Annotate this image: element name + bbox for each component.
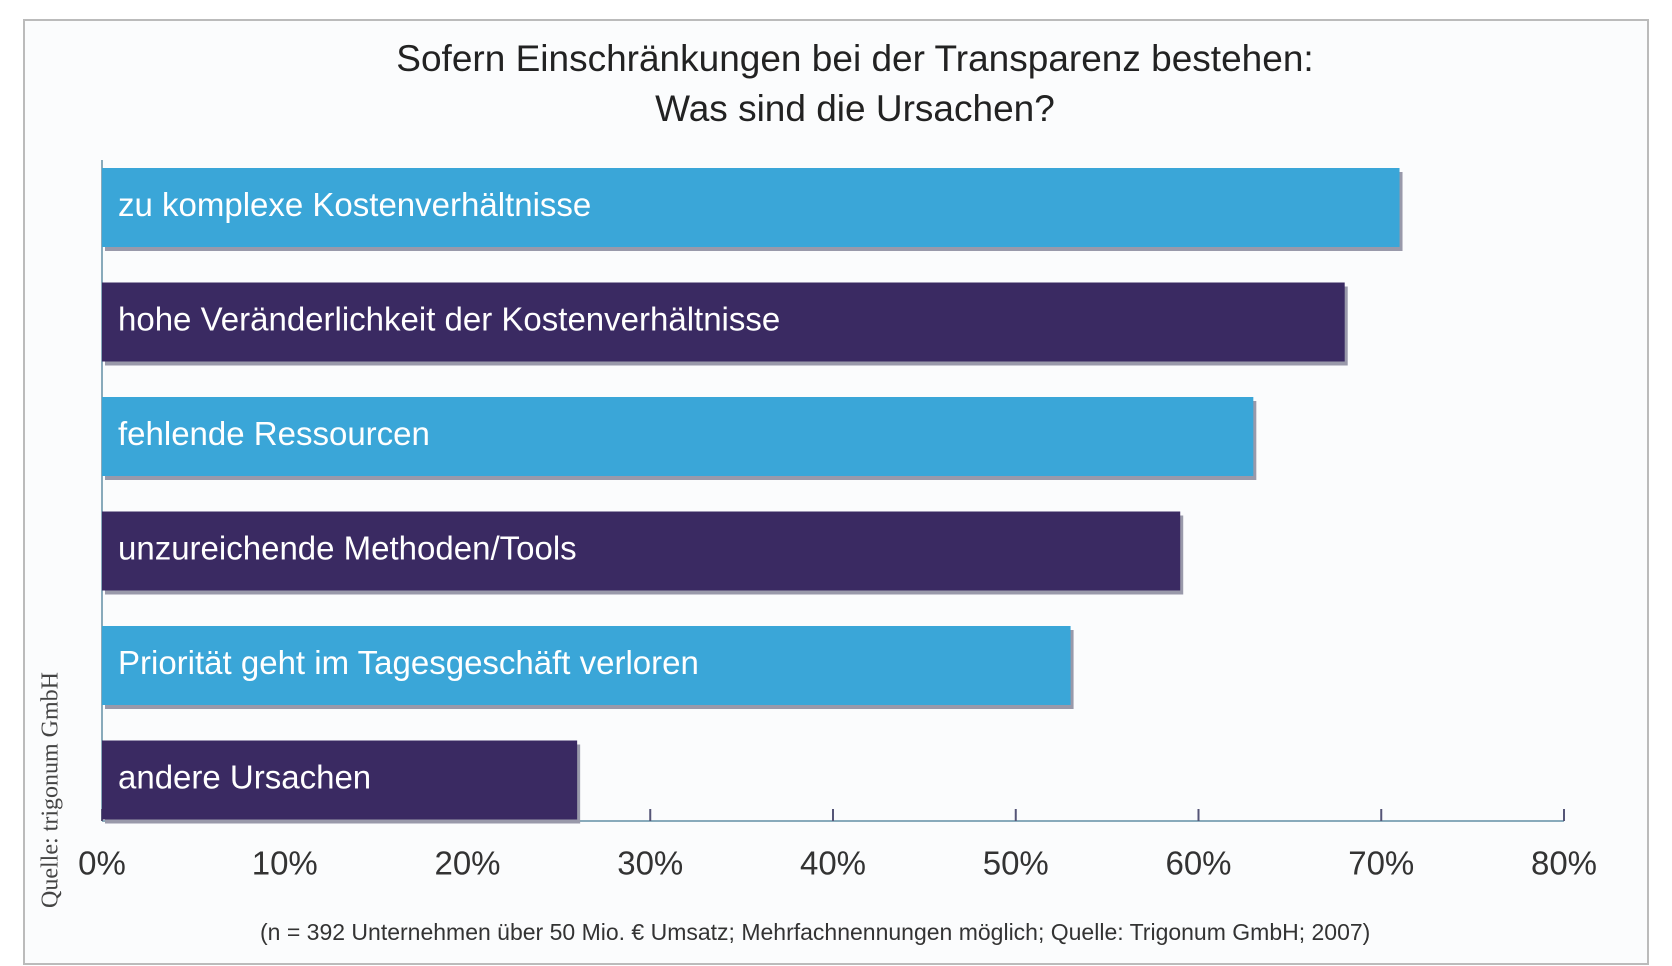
footnote: (n = 392 Unternehmen über 50 Mio. € Umsa…: [260, 919, 1370, 945]
bar-label: Priorität geht im Tagesgeschäft verloren: [118, 644, 699, 681]
x-tick-label: 60%: [1165, 845, 1231, 882]
chart-subtitle: Was sind die Ursachen?: [655, 88, 1055, 129]
x-tick-label: 10%: [252, 845, 318, 882]
x-tick-label: 70%: [1348, 845, 1414, 882]
x-tick-label: 20%: [434, 845, 500, 882]
bar: [102, 511, 1181, 591]
bar: [102, 282, 1345, 362]
bar-label: hohe Veränderlichkeit der Kostenverhältn…: [118, 301, 780, 338]
bar: [102, 626, 1071, 705]
x-tick-label: 30%: [617, 845, 683, 882]
bar-label: andere Ursachen: [118, 759, 371, 796]
bar: [102, 168, 1400, 247]
chart-title: Sofern Einschränkungen bei der Transpare…: [396, 38, 1313, 79]
x-tick-label: 80%: [1531, 845, 1597, 882]
bar-label: unzureichende Methoden/Tools: [118, 530, 577, 567]
bar-label: zu komplexe Kostenverhältnisse: [118, 186, 591, 223]
x-tick-label: 40%: [800, 845, 866, 882]
source-note: Quelle: trigonum GmbH: [38, 672, 64, 908]
x-tick-label: 0%: [78, 845, 126, 882]
bar: [102, 740, 578, 820]
x-tick-label: 50%: [983, 845, 1049, 882]
bar-label: fehlende Ressourcen: [118, 415, 430, 452]
bar: [102, 397, 1254, 476]
